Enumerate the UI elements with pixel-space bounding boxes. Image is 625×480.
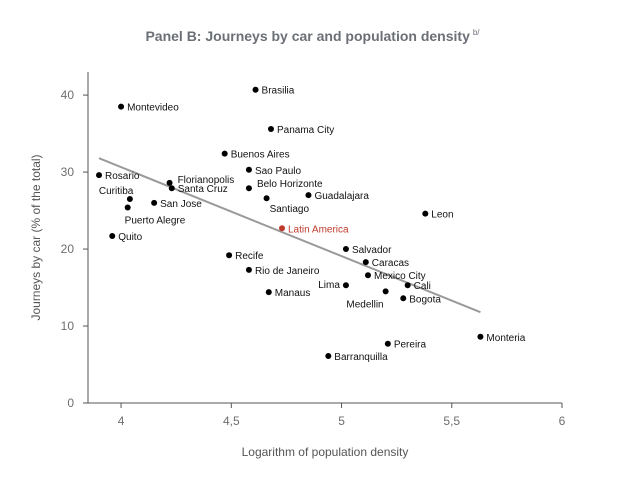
data-point [166,179,173,186]
data-point [404,282,411,289]
data-point [342,282,349,289]
data-point-label: Sao Paulo [255,166,302,177]
data-point [126,196,133,203]
chart-title-text: Panel B: Journeys by car and population … [145,28,470,44]
data-point [384,340,391,347]
data-point-label: Rosario [105,171,140,182]
data-point-label: Latin America [288,224,349,235]
data-point [267,125,274,132]
trendline [98,157,481,314]
chart-axes: 0 10 20 30 40 4 4,5 5 5,5 6 [61,72,566,428]
data-point [245,166,252,173]
y-tick-label: 10 [61,319,75,333]
data-point-label: Belo Horizonte [257,179,323,190]
data-point-label: Manaus [275,288,311,299]
data-point-label: Monteria [486,333,525,344]
data-point-label: Puerto Alegre [125,215,186,226]
data-point [400,295,407,302]
trendline-group [98,157,481,314]
data-point-label: Montevideo [127,103,179,114]
data-point [245,266,252,273]
data-point-label: Quito [118,232,142,243]
y-tick-label: 20 [61,242,75,256]
data-point [382,288,389,295]
points-group: Brasilia Montevideo Panama City Buenos Aire… [96,86,526,363]
data-point-label: Panama City [277,125,334,136]
data-point [362,259,369,266]
data-point-label: Guadalajara [314,191,369,202]
data-point-label: Buenos Aires [231,150,290,161]
data-point [221,150,228,157]
x-tick-label: 5 [338,414,345,428]
data-point-label: Leon [431,210,453,221]
data-point [364,272,371,279]
x-tick-label: 6 [559,414,566,428]
data-point-label: Rio de Janeiro [255,266,320,277]
data-point-label: Florianopolis [178,175,235,186]
data-point [265,289,272,296]
data-point [325,353,332,360]
data-point-label: Medellin [346,299,383,310]
y-tick-label: 0 [67,396,74,410]
data-point-label: Pereira [394,340,427,351]
data-point [422,210,429,217]
data-point [252,86,259,93]
data-point-label: Lima [318,280,340,291]
data-point-label: Brasilia [262,86,295,97]
data-point-label: Curitiba [99,186,134,197]
data-point-label: Bogota [409,294,441,305]
data-point-label: Santiago [270,204,310,215]
y-tick-label: 40 [61,88,75,102]
data-point-label: Recife [235,251,264,262]
x-tick-label: 4 [118,414,125,428]
y-axis-title: Journeys by car (% of the total) [29,154,43,320]
data-point-label: Santa Cruz [178,184,228,195]
data-point [263,195,270,202]
data-point-label: Salvador [352,245,392,256]
chart-title: Panel B: Journeys by car and population … [0,28,625,44]
x-tick-label: 5,5 [443,414,460,428]
data-point [168,185,175,192]
data-point [118,103,125,110]
data-point [477,333,484,340]
data-point [279,225,286,232]
data-point [305,192,312,199]
data-point-label: Barranquilla [334,352,388,363]
data-point-label: San Jose [160,199,202,210]
data-point [342,246,349,253]
data-point [96,172,103,179]
data-point [226,252,233,259]
data-point-label: Caracas [372,258,409,269]
data-point [151,199,158,206]
data-point [109,232,116,239]
chart-title-note: b/ [472,28,480,38]
data-point [124,204,131,211]
data-point-label: Cali [414,281,431,292]
data-point [245,185,252,192]
x-axis-title: Logarithm of population density [242,445,409,459]
y-tick-label: 30 [61,165,75,179]
data-point-label: Mexico City [374,271,426,282]
x-tick-label: 4,5 [223,414,240,428]
